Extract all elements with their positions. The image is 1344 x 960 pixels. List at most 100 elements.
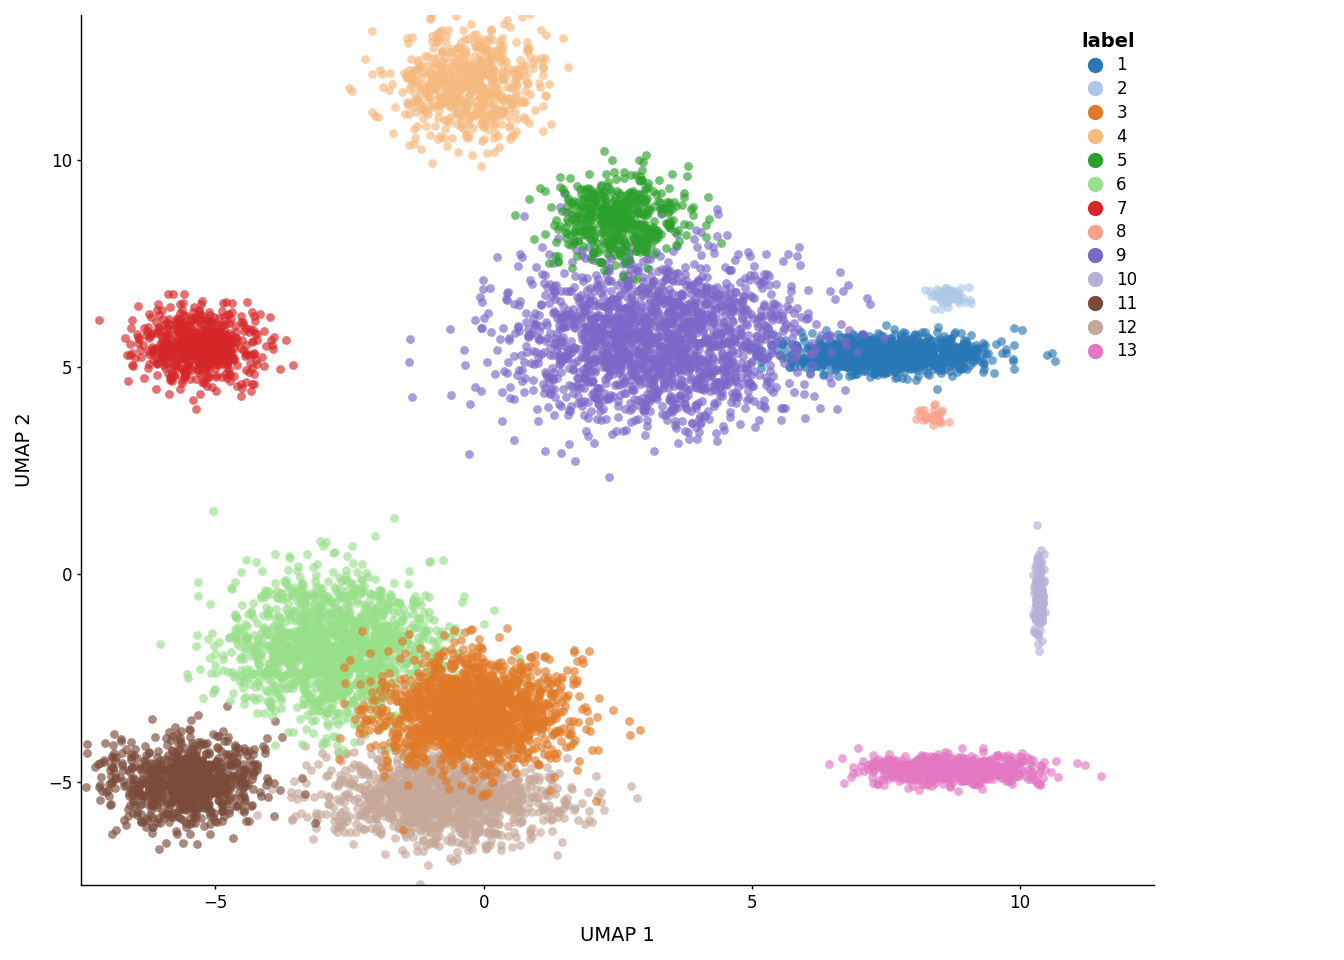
Point (452, 664, 473, 680)
Point (839, 338, 860, 353)
Point (398, 690, 419, 706)
Point (691, 312, 712, 327)
Point (659, 217, 680, 232)
Point (328, 665, 349, 681)
Point (472, 789, 493, 804)
Point (462, 708, 484, 724)
Point (263, 660, 285, 676)
Point (555, 690, 577, 706)
Point (645, 319, 667, 334)
Point (233, 343, 254, 358)
Point (448, 790, 469, 805)
Point (645, 364, 667, 379)
Point (427, 782, 449, 798)
Point (362, 794, 383, 809)
Point (382, 786, 403, 802)
Point (801, 357, 823, 372)
Point (495, 685, 516, 701)
Point (148, 324, 169, 339)
Point (879, 333, 900, 348)
Point (1009, 754, 1031, 769)
Point (905, 352, 926, 368)
Point (202, 771, 223, 786)
Point (219, 345, 241, 360)
Point (598, 296, 620, 311)
Point (530, 331, 551, 347)
Point (441, 100, 462, 115)
Point (890, 342, 911, 357)
Point (687, 353, 708, 369)
Point (276, 576, 297, 591)
Point (636, 324, 657, 340)
Point (579, 324, 601, 340)
Point (876, 351, 898, 367)
Point (356, 678, 378, 693)
Point (874, 355, 895, 371)
Point (956, 764, 977, 780)
Point (364, 685, 386, 701)
Point (835, 334, 856, 349)
Point (444, 713, 465, 729)
Point (172, 322, 194, 337)
Point (501, 722, 523, 737)
Point (407, 782, 429, 798)
Point (431, 707, 453, 722)
Point (613, 281, 634, 297)
Point (602, 389, 624, 404)
Point (462, 789, 484, 804)
Point (429, 703, 450, 718)
Point (371, 803, 392, 818)
Point (1020, 763, 1042, 779)
Point (943, 339, 965, 354)
Point (633, 274, 655, 289)
Point (358, 792, 379, 807)
Point (856, 352, 878, 368)
Point (589, 277, 610, 293)
Point (145, 789, 167, 804)
Point (689, 224, 711, 239)
Point (875, 348, 896, 363)
Point (797, 282, 818, 298)
Point (746, 315, 767, 330)
Point (607, 332, 629, 348)
Point (622, 271, 644, 286)
Point (425, 658, 446, 673)
Point (441, 743, 462, 758)
Point (144, 789, 165, 804)
Point (183, 311, 204, 326)
Point (648, 350, 669, 366)
Point (329, 603, 351, 618)
Point (880, 336, 902, 351)
Point (172, 835, 194, 851)
Point (456, 668, 477, 684)
Point (863, 366, 884, 381)
Point (512, 702, 534, 717)
Point (235, 669, 257, 684)
Point (1025, 608, 1047, 623)
Point (884, 336, 906, 351)
Point (766, 306, 788, 322)
Point (417, 648, 438, 663)
Point (844, 328, 866, 344)
Point (929, 765, 950, 780)
Point (196, 335, 218, 350)
Point (195, 326, 216, 342)
Point (407, 797, 429, 812)
Point (948, 749, 969, 764)
Point (452, 679, 473, 694)
Point (509, 662, 531, 678)
Point (519, 7, 540, 22)
Point (196, 784, 218, 800)
Point (466, 686, 488, 702)
Point (238, 324, 259, 340)
Point (448, 747, 469, 762)
Point (169, 296, 191, 311)
Point (411, 740, 433, 756)
Point (980, 767, 1001, 782)
Point (706, 374, 727, 390)
Point (445, 57, 466, 72)
Point (915, 329, 937, 345)
Point (163, 759, 184, 775)
Point (383, 511, 405, 526)
Point (355, 637, 376, 653)
